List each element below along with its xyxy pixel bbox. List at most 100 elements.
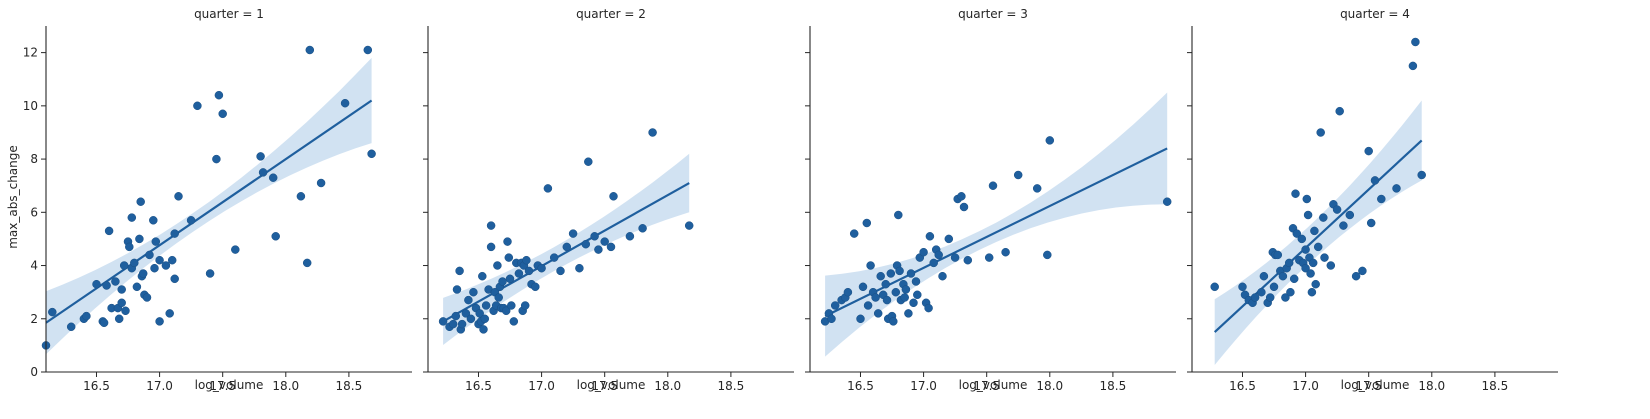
data-point <box>1259 271 1269 281</box>
data-point <box>904 309 913 318</box>
data-point <box>520 301 530 310</box>
confidence-band <box>825 92 1168 357</box>
data-point <box>988 181 998 190</box>
data-point <box>934 250 943 260</box>
data-point <box>149 216 158 225</box>
y-tick-label: 10 <box>23 99 38 113</box>
data-point <box>479 325 488 334</box>
data-point <box>161 261 171 270</box>
data-point <box>1265 293 1275 302</box>
data-point <box>924 303 933 313</box>
data-point <box>537 263 546 273</box>
data-point <box>501 306 511 316</box>
data-point <box>862 218 872 228</box>
data-point <box>363 45 373 55</box>
data-point <box>504 253 514 262</box>
data-point <box>1307 287 1317 297</box>
data-point <box>1257 287 1266 297</box>
data-point <box>1310 226 1319 236</box>
data-point <box>1250 293 1260 302</box>
data-point <box>866 261 875 270</box>
data-point <box>212 154 221 164</box>
data-point <box>1273 250 1283 260</box>
data-point <box>455 266 464 276</box>
x-axis-label: log_volume <box>1341 378 1410 392</box>
x-tick-label: 18.0 <box>272 379 299 393</box>
data-point <box>218 109 227 119</box>
data-point <box>448 319 458 329</box>
data-point <box>871 293 880 302</box>
data-point <box>498 277 507 286</box>
x-tick-label: 17.5 <box>209 379 236 393</box>
data-point <box>684 221 694 230</box>
data-point <box>174 192 183 201</box>
x-tick-label: 17.5 <box>591 379 618 393</box>
data-point <box>505 274 515 284</box>
data-point <box>1392 184 1401 193</box>
data-point <box>231 245 240 254</box>
data-point <box>193 101 202 111</box>
data-point <box>340 98 350 108</box>
x-axis-label: log_volume <box>195 378 264 392</box>
data-point <box>271 232 280 241</box>
data-point <box>1238 282 1247 292</box>
data-point <box>145 250 154 260</box>
y-tick-label: 2 <box>30 312 38 326</box>
data-point <box>82 311 91 321</box>
data-point <box>486 221 496 230</box>
data-point <box>296 192 306 201</box>
data-point <box>478 271 487 281</box>
data-point <box>562 242 572 252</box>
data-point <box>305 45 315 55</box>
data-point <box>268 173 278 182</box>
data-point <box>1358 266 1367 276</box>
data-point <box>150 263 159 273</box>
panel-2: quarter = 2 16.5 17.0 17.5 18.0 18.5 log_volum… <box>423 7 794 393</box>
data-point <box>214 90 224 100</box>
data-point <box>1289 274 1299 284</box>
data-point <box>584 157 593 166</box>
x-tick-label: 17.0 <box>1292 379 1319 393</box>
data-point <box>1013 170 1023 180</box>
panel-title: quarter = 4 <box>1340 7 1410 21</box>
data-point <box>549 253 559 262</box>
data-point <box>1001 247 1010 257</box>
data-point <box>117 298 126 308</box>
data-point <box>609 192 618 201</box>
x-tick-label: 18.5 <box>1482 379 1509 393</box>
data-point <box>1377 194 1386 204</box>
data-point <box>1278 271 1288 281</box>
data-point <box>1162 197 1172 206</box>
data-point <box>906 269 916 278</box>
data-point <box>1301 245 1310 254</box>
data-point <box>102 281 111 290</box>
data-point <box>1339 221 1348 230</box>
data-point <box>302 258 312 268</box>
data-point <box>901 285 911 294</box>
data-point <box>1332 205 1342 214</box>
data-point <box>1311 279 1320 289</box>
data-point <box>911 277 921 286</box>
data-point <box>457 319 467 329</box>
data-point <box>1306 269 1315 278</box>
data-point <box>486 242 496 252</box>
panel-title: quarter = 2 <box>576 7 646 21</box>
data-point <box>950 253 960 262</box>
data-point <box>1043 250 1052 260</box>
data-point <box>48 307 57 317</box>
data-point <box>1045 136 1055 145</box>
data-point <box>863 301 873 310</box>
data-point <box>625 232 635 241</box>
x-tick-label: 18.5 <box>718 379 745 393</box>
data-point <box>638 224 647 233</box>
data-point <box>111 277 120 286</box>
data-point <box>121 306 130 316</box>
x-tick-label: 18.0 <box>1418 379 1445 393</box>
x-axis-label: log_volume <box>577 378 646 392</box>
data-point <box>1302 194 1312 204</box>
data-point <box>524 266 534 276</box>
data-point <box>1297 234 1307 244</box>
data-point <box>466 314 476 324</box>
x-axis-label: log_volume <box>959 378 1028 392</box>
x-tick-label: 18.5 <box>336 379 363 393</box>
